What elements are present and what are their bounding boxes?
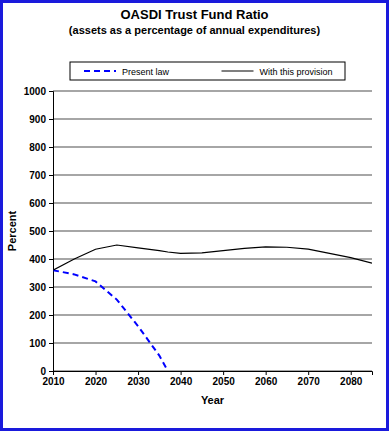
legend-label: Present law [122, 67, 170, 77]
x-tick-mark [351, 371, 352, 375]
y-tick: 1000 [24, 86, 53, 97]
y-tick: 500 [29, 226, 53, 237]
x-tick: 2060 [255, 371, 278, 387]
y-tick-label: 300 [29, 282, 46, 293]
y-tick-mark [49, 119, 53, 120]
grid [53, 91, 372, 371]
x-tick: 2020 [85, 371, 108, 387]
legend-swatch [84, 70, 116, 72]
y-tick-label: 900 [29, 114, 46, 125]
legend-label: With this provision [260, 67, 333, 77]
y-tick-label: 800 [29, 142, 46, 153]
x-tick-mark [223, 371, 224, 375]
subtitle: (assets as a percentage of annual expend… [69, 24, 321, 36]
x-tick-mark [96, 371, 97, 375]
y-tick: 0 [40, 366, 53, 377]
y-tick-mark [49, 147, 53, 148]
x-tick-mark [308, 371, 309, 375]
grid-line [53, 231, 372, 232]
y-tick-mark [49, 91, 53, 92]
x-axis-line [54, 372, 373, 376]
x-tick: 2030 [127, 371, 150, 387]
x-axis: 2010 2020 2030 2040 2050 2060 2070 2080 [42, 371, 372, 387]
y-tick-label: 100 [29, 338, 46, 349]
y-tick-mark [49, 203, 53, 204]
y-tick-label: 0 [40, 366, 46, 377]
x-tick-label: 2040 [170, 376, 193, 387]
legend: Present law With this provision [70, 62, 345, 80]
x-tick: 2080 [340, 371, 363, 387]
y-tick-label: 1000 [24, 86, 47, 97]
x-tick: 2050 [213, 371, 236, 387]
grid-line [53, 259, 372, 260]
x-tick: 2040 [170, 371, 193, 387]
y-tick: 400 [29, 254, 53, 265]
y-tick-mark [49, 371, 53, 372]
grid-line [53, 175, 372, 176]
x-tick-label: 2050 [213, 376, 236, 387]
grid-line [53, 315, 372, 316]
x-tick-label: 2060 [255, 376, 278, 387]
grid-line [53, 91, 372, 92]
y-tick-mark [49, 315, 53, 316]
grid-line [53, 119, 372, 120]
y-tick-label: 200 [29, 310, 46, 321]
y-tick-label: 500 [29, 226, 46, 237]
x-tick-label: 2020 [85, 376, 108, 387]
y-tick-label: 400 [29, 254, 46, 265]
frame-border [2, 2, 388, 430]
legend-box [70, 62, 345, 80]
x-tick-label: 2010 [42, 376, 65, 387]
y-axis-line [49, 92, 54, 372]
y-tick: 900 [29, 114, 53, 125]
title: OASDI Trust Fund Ratio [120, 7, 268, 22]
y-tick: 300 [29, 282, 53, 293]
x-tick-label: 2030 [127, 376, 150, 387]
chart: OASDI Trust Fund Ratio (assets as a perce… [0, 0, 389, 431]
x-tick-mark [266, 371, 267, 375]
y-tick-mark [49, 175, 53, 176]
x-tick-mark [53, 371, 54, 375]
series-line [53, 270, 168, 371]
y-tick: 100 [29, 338, 53, 349]
plot-lines [53, 245, 372, 371]
grid-line [53, 147, 372, 148]
x-tick-mark [181, 371, 182, 375]
x-tick-label: 2080 [340, 376, 363, 387]
y-tick-label: 700 [29, 170, 46, 181]
grid-line [53, 203, 372, 204]
legend-swatch [222, 70, 254, 71]
y-tick-label: 600 [29, 198, 46, 209]
x-tick: 2010 [42, 371, 65, 387]
y-axis: 0 100 200 300 400 500 600 700 800 900 1000 [24, 86, 54, 377]
y-tick-mark [49, 343, 53, 344]
y-tick: 600 [29, 198, 53, 209]
y-tick-mark [49, 287, 53, 288]
x-tick-label: 2070 [298, 376, 321, 387]
y-tick: 200 [29, 310, 53, 321]
x-axis-title: Year [201, 394, 225, 406]
x-tick-mark [138, 371, 139, 375]
x-tick: 2070 [298, 371, 321, 387]
y-tick: 700 [29, 170, 53, 181]
y-tick-mark [49, 259, 53, 260]
series-line [53, 245, 372, 270]
y-tick-mark [49, 231, 53, 232]
y-tick: 800 [29, 142, 53, 153]
grid-line [53, 343, 372, 344]
y-axis-title: Percent [6, 210, 18, 251]
